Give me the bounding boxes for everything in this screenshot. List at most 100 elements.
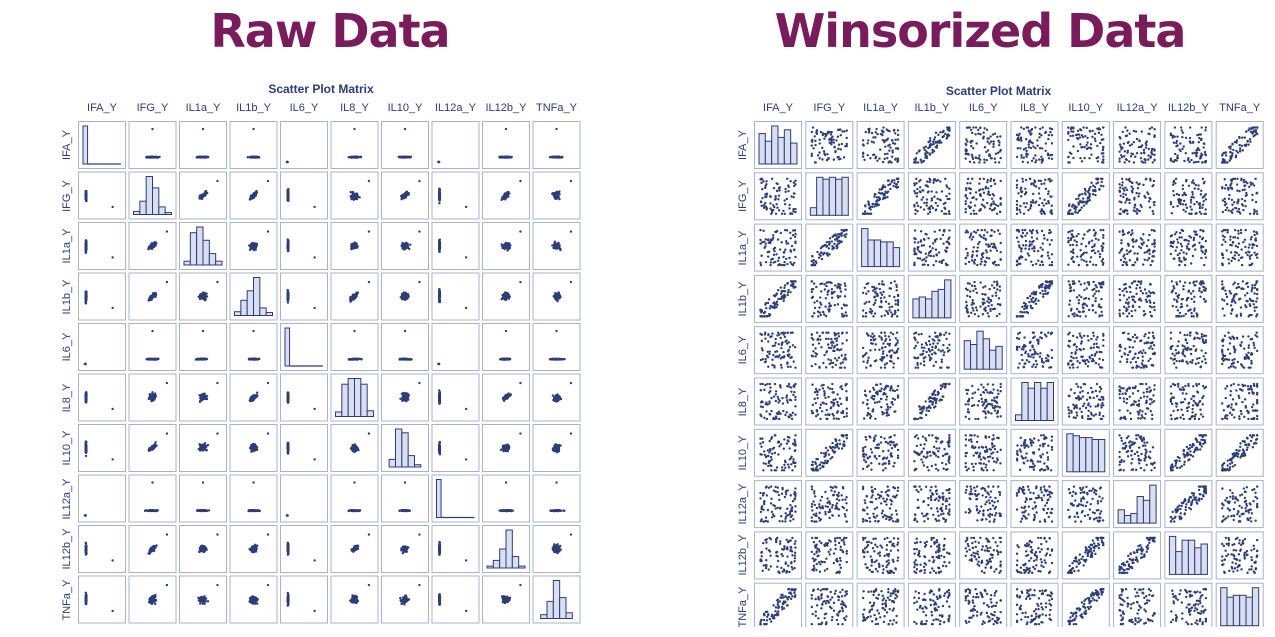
scatter-point bbox=[148, 299, 150, 301]
matrix-cell-IL8_Y-IFA_Y bbox=[79, 374, 126, 421]
scatter-point bbox=[151, 244, 153, 246]
scatter-point bbox=[352, 450, 354, 452]
scatter-point bbox=[313, 307, 315, 309]
scatter-point bbox=[408, 192, 410, 194]
histogram-bar bbox=[437, 480, 442, 518]
matrix-cell-IL8_Y-IL8_Y bbox=[331, 374, 378, 421]
scatter-point bbox=[555, 193, 557, 195]
scatter-point bbox=[418, 230, 420, 232]
scatter-point bbox=[503, 298, 505, 300]
scatter-point bbox=[286, 193, 288, 195]
matrix-cell-IL1a_Y-TNFa_Y bbox=[533, 223, 580, 270]
scatter-point bbox=[287, 190, 289, 192]
matrix-cell-IL1b_Y-IL8_Y bbox=[331, 273, 378, 320]
scatter-point bbox=[502, 447, 504, 449]
scatter-point bbox=[147, 510, 149, 512]
matrix-cell-IL12b_Y-IFA_Y bbox=[79, 526, 126, 573]
matrix-cell-IL10_Y-IL12a_Y bbox=[432, 425, 479, 472]
scatter-point bbox=[368, 281, 370, 283]
scatter-point bbox=[552, 447, 554, 449]
scatter-point bbox=[85, 302, 87, 304]
scatter-point bbox=[559, 296, 561, 298]
histogram-bar bbox=[266, 312, 272, 315]
histogram-bar bbox=[361, 384, 367, 416]
scatter-point bbox=[85, 298, 87, 300]
scatter-point bbox=[501, 247, 503, 249]
scatter-point bbox=[153, 393, 155, 395]
scatter-point bbox=[287, 245, 289, 247]
matrix-cell-IL10_Y-IL10_Y bbox=[382, 425, 429, 472]
scatter-point bbox=[403, 246, 405, 248]
scatter-point bbox=[408, 156, 410, 158]
scatter-point bbox=[570, 281, 572, 283]
scatter-point bbox=[249, 244, 251, 246]
matrix-cell-IL1b_Y-IL10_Y bbox=[382, 273, 429, 320]
matrix-cell-IL1b_Y-TNFa_Y bbox=[533, 273, 580, 320]
histogram-bar bbox=[396, 429, 402, 467]
matrix-cell-IL10_Y-IL8_Y bbox=[331, 425, 378, 472]
scatter-point bbox=[465, 408, 467, 410]
scatter-point bbox=[166, 432, 168, 434]
scatter-point bbox=[287, 249, 289, 251]
scatter-point bbox=[150, 156, 152, 158]
matrix-cell-IL8_Y-IL1a_Y bbox=[180, 374, 227, 421]
scatter-point bbox=[439, 441, 441, 443]
histogram-bar bbox=[203, 240, 209, 265]
scatter-point bbox=[111, 256, 113, 258]
histogram-bar bbox=[415, 465, 421, 467]
matrix-cell-IL12a_Y-IL12a_Y bbox=[432, 475, 479, 522]
matrix-cell-IL10_Y-IL1a_Y bbox=[180, 425, 227, 472]
matrix-cell-IFA_Y-IL1a_Y bbox=[180, 122, 227, 169]
scatter-point bbox=[85, 442, 87, 444]
scatter-point bbox=[204, 192, 206, 194]
matrix-cell-IL6_Y-IFG_Y bbox=[129, 324, 176, 371]
scatter-point bbox=[556, 509, 558, 511]
scatter-point bbox=[352, 297, 354, 299]
histogram-bar bbox=[165, 213, 171, 215]
scatter-point bbox=[248, 358, 250, 360]
scatter-point bbox=[506, 242, 508, 244]
histogram-bar bbox=[216, 261, 222, 265]
scatter-point bbox=[152, 397, 154, 399]
scatter-point bbox=[505, 481, 507, 483]
scatter-point bbox=[508, 192, 510, 194]
scatter-point bbox=[506, 295, 508, 297]
scatter-point bbox=[563, 510, 565, 512]
matrix-cell-IL6_Y-IL8_Y bbox=[331, 324, 378, 371]
matrix-cell-IL10_Y-IL12b_Y bbox=[483, 425, 530, 472]
scatter-point bbox=[403, 156, 405, 158]
scatter-point bbox=[352, 193, 354, 195]
scatter-point bbox=[500, 449, 502, 451]
scatter-point bbox=[201, 448, 203, 450]
matrix-cell-IL1b_Y-IL12b_Y bbox=[483, 273, 530, 320]
scatter-point bbox=[404, 295, 406, 297]
scatter-point bbox=[438, 195, 440, 197]
scatter-point bbox=[439, 243, 441, 245]
histogram-bar bbox=[190, 233, 196, 265]
scatter-point bbox=[439, 445, 441, 447]
scatter-point bbox=[509, 244, 511, 246]
scatter-point bbox=[287, 196, 289, 198]
scatter-point bbox=[352, 196, 354, 198]
scatter-point bbox=[153, 445, 155, 447]
scatter-point bbox=[353, 330, 355, 332]
scatter-point bbox=[250, 450, 252, 452]
scatter-point bbox=[368, 180, 370, 182]
scatter-point bbox=[465, 256, 467, 258]
scatter-point bbox=[500, 298, 502, 300]
scatter-point bbox=[85, 196, 87, 198]
histogram-bar bbox=[197, 227, 203, 265]
scatter-point bbox=[519, 281, 521, 283]
scatter-point bbox=[252, 128, 254, 130]
scatter-point bbox=[404, 397, 406, 399]
scatter-point bbox=[556, 398, 558, 400]
scatter-point bbox=[559, 249, 561, 251]
scatter-point bbox=[155, 156, 157, 158]
panel-left-svg bbox=[44, 78, 598, 627]
matrix-cell-IL6_Y-IL1a_Y bbox=[180, 324, 227, 371]
scatter-point bbox=[111, 408, 113, 410]
scatter-point bbox=[551, 244, 553, 246]
matrix-cell-IL12a_Y-IL12b_Y bbox=[483, 475, 530, 522]
matrix-cell-IL6_Y-IL6_Y bbox=[281, 324, 328, 371]
scatter-point bbox=[204, 295, 206, 297]
